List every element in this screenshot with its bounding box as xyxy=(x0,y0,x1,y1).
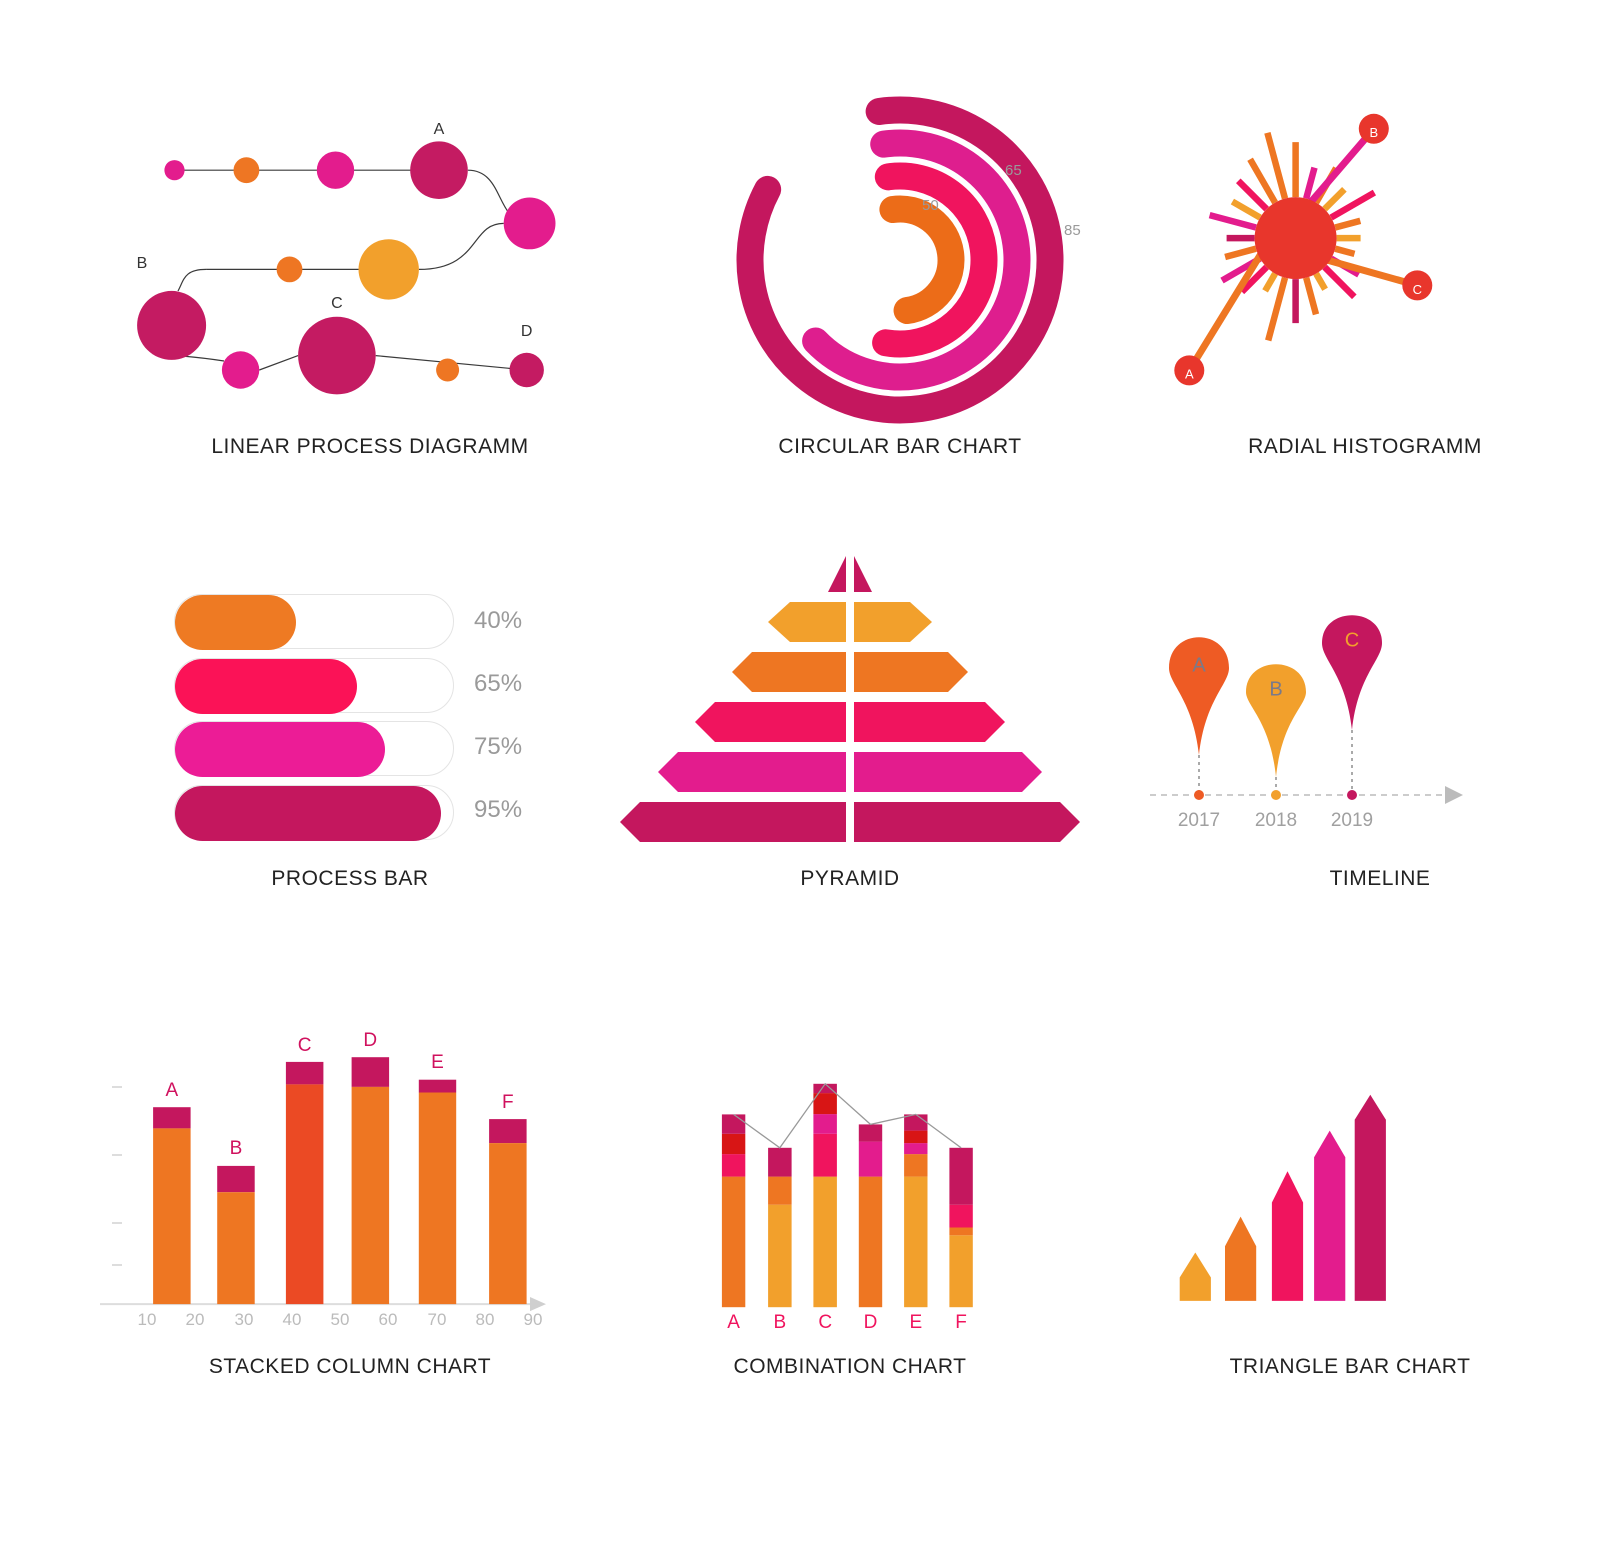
svg-text:F: F xyxy=(502,1092,514,1113)
svg-text:A: A xyxy=(166,1080,179,1101)
svg-text:C: C xyxy=(298,1035,312,1056)
svg-text:B: B xyxy=(1269,678,1282,700)
svg-text:10: 10 xyxy=(138,1310,157,1329)
svg-text:D: D xyxy=(521,323,533,340)
svg-text:C: C xyxy=(331,295,343,312)
svg-text:60: 60 xyxy=(379,1310,398,1329)
svg-text:30: 30 xyxy=(235,1310,254,1329)
svg-text:F: F xyxy=(955,1312,967,1333)
svg-text:B: B xyxy=(137,255,148,272)
svg-text:E: E xyxy=(909,1312,922,1333)
svg-text:B: B xyxy=(1369,125,1378,140)
svg-text:40: 40 xyxy=(283,1310,302,1329)
svg-text:A: A xyxy=(1192,654,1206,676)
svg-text:A: A xyxy=(727,1312,740,1333)
svg-text:2018: 2018 xyxy=(1255,810,1297,831)
svg-text:C: C xyxy=(818,1312,832,1333)
svg-text:65: 65 xyxy=(1005,162,1022,179)
svg-text:2019: 2019 xyxy=(1331,810,1373,831)
svg-text:A: A xyxy=(434,121,445,138)
svg-text:B: B xyxy=(773,1312,786,1333)
svg-text:85: 85 xyxy=(1064,222,1081,239)
svg-text:50: 50 xyxy=(331,1310,350,1329)
svg-text:D: D xyxy=(864,1312,878,1333)
svg-text:B: B xyxy=(230,1138,243,1159)
svg-text:D: D xyxy=(363,1030,377,1051)
svg-text:50: 50 xyxy=(922,197,939,214)
svg-text:A: A xyxy=(1185,366,1194,381)
svg-text:C: C xyxy=(1413,282,1422,297)
svg-text:C: C xyxy=(1345,629,1359,651)
svg-text:70: 70 xyxy=(428,1310,447,1329)
svg-text:20: 20 xyxy=(186,1310,205,1329)
svg-text:90: 90 xyxy=(524,1310,543,1329)
svg-text:80: 80 xyxy=(476,1310,495,1329)
svg-text:2017: 2017 xyxy=(1178,810,1220,831)
svg-text:E: E xyxy=(431,1052,444,1073)
